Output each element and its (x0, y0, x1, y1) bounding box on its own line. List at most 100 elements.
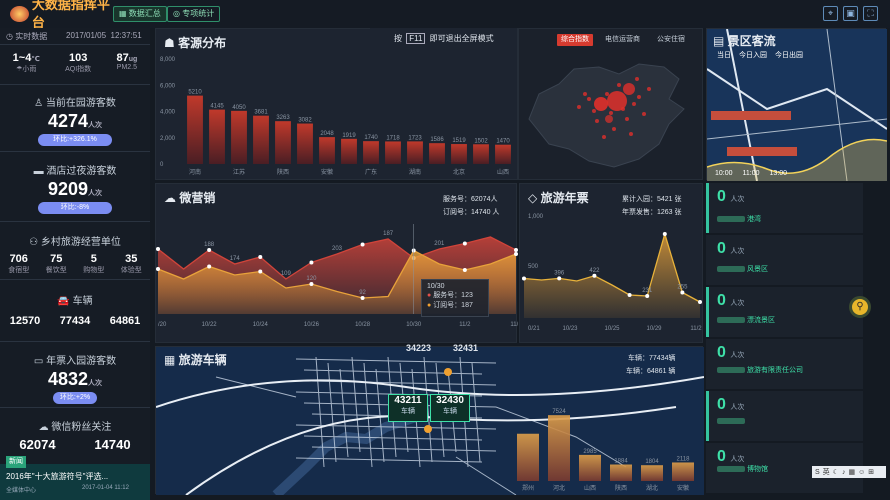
data-point[interactable] (462, 241, 467, 246)
bar[interactable] (407, 141, 423, 164)
exit-marker[interactable] (424, 425, 432, 433)
bar[interactable] (610, 464, 632, 481)
bar[interactable] (253, 115, 269, 164)
bar[interactable] (672, 462, 694, 481)
data-point[interactable] (309, 282, 314, 286)
heat-dot (625, 117, 629, 121)
data-point[interactable] (360, 242, 365, 247)
building-icon: ▤ (713, 34, 728, 48)
data-point[interactable] (156, 247, 160, 251)
bar-value-label: 1519 (452, 138, 466, 144)
bar[interactable] (495, 144, 511, 164)
bar[interactable] (548, 415, 570, 481)
tab-today-out[interactable]: 今日出园 (775, 52, 803, 59)
data-point[interactable] (627, 293, 632, 297)
scenic-list-item[interactable]: 0 人次 漂流景区 ⚲ (706, 287, 871, 337)
data-point[interactable] (156, 267, 160, 271)
bar[interactable] (451, 144, 467, 164)
series-line[interactable] (157, 249, 517, 299)
data-point[interactable] (557, 276, 562, 281)
tab-telecom[interactable]: 电信运营商 (605, 36, 640, 43)
special-stats-button[interactable]: ◎ 专项统计 (167, 6, 221, 22)
ticket-line[interactable] (523, 231, 701, 303)
data-point[interactable] (360, 296, 365, 300)
input-method-toolbar[interactable]: S 英 ☾ ♪ ▦ ☺ ⊞ (812, 466, 886, 478)
app-logo[interactable]: 大数据指挥平台 (10, 0, 110, 30)
bar[interactable] (297, 123, 313, 164)
china-heat-map[interactable] (519, 49, 704, 179)
ime-user-icon[interactable]: ☺ (858, 468, 866, 476)
data-point[interactable] (309, 260, 314, 265)
data-summary-button[interactable]: ▦ 数据汇总 (113, 6, 167, 22)
heat-dot (583, 92, 587, 96)
data-point[interactable] (592, 273, 597, 278)
ime-keyboard-icon[interactable]: ▦ (848, 469, 856, 476)
data-point[interactable] (207, 264, 212, 269)
data-point[interactable] (462, 268, 467, 272)
data-point[interactable] (258, 269, 263, 274)
bar[interactable] (363, 141, 379, 164)
scenic-map[interactable] (707, 29, 887, 181)
data-point[interactable] (662, 232, 667, 236)
data-point[interactable] (645, 294, 650, 298)
vehicle-origin-bar-chart: 郑州 7524 河北 2985 山西 1884 陕西 1804 湖北 2118 安徽 (517, 409, 694, 492)
bar[interactable] (473, 144, 489, 164)
bar[interactable] (641, 465, 663, 481)
data-point[interactable] (514, 252, 518, 256)
bar[interactable] (319, 137, 335, 164)
data-point[interactable] (207, 248, 212, 252)
heat-spot (623, 83, 635, 95)
series-line[interactable] (157, 236, 517, 280)
bar[interactable] (579, 454, 601, 481)
window-icon[interactable]: ▣ (843, 6, 858, 21)
bar[interactable] (209, 109, 225, 164)
news-ticker[interactable]: 新闻 2016年"十大旅游符号"评选... 全媒体中心 2017-01-04 1… (0, 456, 150, 500)
x-tick-label: 陕西 (277, 168, 289, 176)
y-tick-label: 2,000 (160, 136, 176, 142)
bar[interactable] (429, 143, 445, 164)
fullscreen-icon[interactable]: ⛶ (863, 6, 878, 21)
annual-ticket-card: ▭ 年票入园游客数 4832人次 环比:+2% (0, 346, 150, 408)
realtime-header: ◷ 实时数据 (6, 32, 48, 41)
source-bar-chart: 8,000 6,000 4,000 2,000 0 5210 河南 4145 4050 江苏 368… (160, 57, 511, 176)
vehicle-box-a[interactable]: 43211 车辆 (388, 394, 428, 422)
data-point[interactable] (258, 255, 263, 259)
data-point[interactable] (680, 290, 685, 295)
annual-area-chart[interactable]: 1,000 500 396 422 231 255 0/21 10/23 10/25 10/29 1… (520, 206, 704, 344)
bar[interactable] (385, 141, 401, 164)
data-point[interactable] (698, 300, 702, 304)
location-pin-icon[interactable]: ⚲ (849, 296, 871, 318)
bar[interactable] (275, 121, 291, 164)
vehicle-box-b[interactable]: 32430 车辆 (430, 394, 470, 422)
x-tick-label: 湖北 (646, 484, 658, 492)
road-segment (303, 369, 483, 375)
logo-emblem-icon (10, 6, 29, 22)
data-label: 174 (230, 256, 241, 262)
bar[interactable] (341, 138, 357, 164)
scenic-list-item[interactable]: 0 人次 旅游有限责任公司 (706, 339, 863, 389)
bar[interactable] (231, 110, 247, 164)
scenic-list-item[interactable]: 0 人次 风景区 (706, 235, 863, 285)
exit-marker[interactable] (444, 368, 452, 376)
bar[interactable] (187, 95, 203, 164)
data-point[interactable] (514, 248, 518, 252)
tab-today[interactable]: 当日 (717, 52, 731, 59)
tab-composite-index[interactable]: 综合指数 (557, 34, 593, 46)
scenic-list-item[interactable]: 0 人次 港湾 (706, 183, 863, 233)
tab-today-in[interactable]: 今日入园 (739, 52, 767, 59)
y-tick-label: 6,000 (160, 83, 176, 89)
x-tick-label: 10/30 (406, 322, 422, 328)
ime-grid-icon[interactable]: ⊞ (868, 469, 875, 476)
location-icon[interactable]: ⌖ (823, 6, 838, 21)
bar-value-label: 2048 (320, 131, 334, 137)
ime-s-icon[interactable]: S (815, 468, 820, 476)
road-segment (339, 368, 349, 458)
ime-lang-icon[interactable]: 英 (822, 469, 830, 476)
heat-dot (647, 87, 651, 91)
scenic-list-item[interactable]: 0 人次 (706, 391, 863, 441)
ime-moon-icon[interactable]: ☾ (832, 469, 839, 476)
bar[interactable] (517, 433, 539, 481)
ime-mic-icon[interactable]: ♪ (841, 468, 846, 476)
tab-police-lodging[interactable]: 公安住宿 (657, 36, 685, 43)
data-point[interactable] (522, 276, 526, 281)
